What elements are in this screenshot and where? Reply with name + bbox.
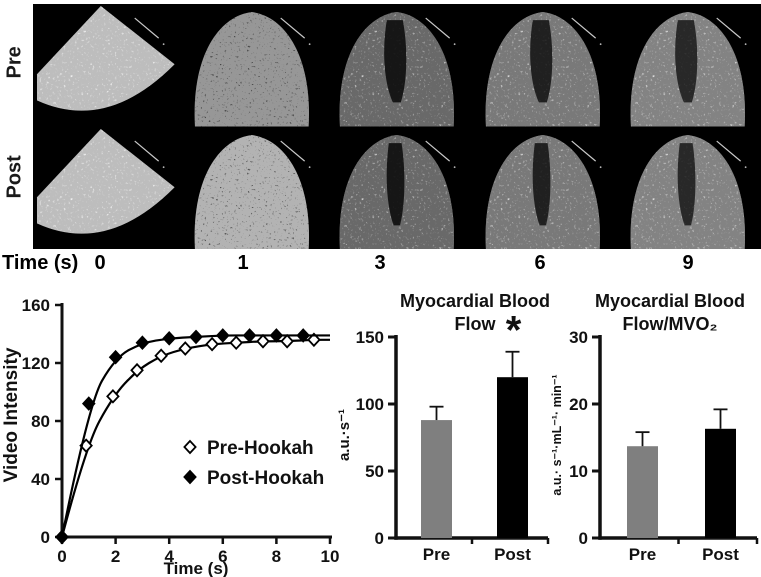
y-tick-80: 80	[31, 412, 50, 431]
ultrasound-frame-post-1s	[178, 126, 325, 249]
y-axis-title: a.u.· s⁻¹·mL⁻¹· min⁻¹	[550, 374, 564, 495]
x-tick-6: 6	[218, 547, 227, 566]
chart-title-line1: Myocardial Blood	[595, 291, 745, 311]
y-tick-10: 10	[569, 462, 588, 481]
x-category-post: Post	[494, 545, 531, 564]
legend-label-post-hookah: Post-Hookah	[207, 468, 324, 489]
y-tick-150: 150	[356, 328, 384, 347]
x-tick-10: 10	[321, 547, 340, 566]
y-tick-160: 160	[22, 296, 50, 315]
bar-post	[497, 377, 528, 538]
legend-label-pre-hookah: Pre-Hookah	[207, 438, 314, 459]
chart-title-line2: Flow	[455, 314, 497, 334]
time-label-6: 6	[534, 252, 546, 274]
myocardial-blood-flow-mvo2-bar-chart: Myocardial Blood Flow/MVO₂ 30 20 10 0 a.u.· s⁻…	[550, 291, 759, 564]
ultrasound-frame-post-6s	[469, 126, 616, 249]
bar-post	[705, 428, 736, 538]
time-label-3: 3	[374, 252, 386, 274]
ultrasound-frame-pre-3s	[324, 4, 470, 127]
chart-title-line1: Myocardial Blood	[400, 291, 550, 311]
ultrasound-frame-post-9s	[615, 126, 761, 249]
y-axis-title: a.u.·s⁻¹	[336, 409, 353, 461]
legend-item-pre-hookah: Pre-Hookah	[183, 438, 314, 459]
y-tick-100: 100	[356, 395, 384, 414]
ultrasound-frame-pre-6s	[469, 4, 616, 127]
x-tick-2: 2	[111, 547, 120, 566]
x-category-pre: Pre	[629, 545, 656, 564]
time-axis-label: Time (s)	[2, 252, 79, 274]
series-pre-hookah	[55, 332, 330, 545]
bar-pre	[627, 446, 658, 538]
bar-group-pre	[627, 431, 658, 538]
time-axis-row: Time (s) 0 1 3 6 9	[0, 249, 761, 281]
time-label-0: 0	[94, 252, 106, 274]
y-tick-30: 30	[569, 328, 588, 347]
x-tick-8: 8	[272, 547, 281, 566]
myocardial-blood-flow-bar-chart: Myocardial Blood Flow 150 100 50 0 a.u.·s⁻¹ Pre…	[336, 291, 550, 564]
y-axis-title: Video Intensity	[1, 347, 22, 482]
bar-group-pre	[421, 405, 452, 538]
y-tick-40: 40	[31, 470, 50, 489]
significance-asterisk: *	[506, 309, 522, 353]
time-label-1: 1	[237, 252, 249, 274]
ultrasound-montage	[33, 4, 761, 249]
y-tick-120: 120	[22, 354, 50, 373]
ultrasound-frame-pre-9s	[615, 4, 761, 127]
ultrasound-frame-post-0s	[33, 126, 179, 249]
legend-item-post-hookah: Post-Hookah	[183, 468, 324, 489]
video-intensity-line-chart: 0 40 80 120 160 0 2 4 6 8 10 Time (s) Video Intensit…	[1, 296, 340, 577]
x-tick-0: 0	[57, 547, 66, 566]
ultrasound-frame-post-3s	[324, 126, 470, 249]
y-tick-20: 20	[569, 395, 588, 414]
x-category-pre: Pre	[423, 545, 450, 564]
x-tick-4: 4	[164, 547, 174, 566]
bar-group-post	[497, 350, 528, 538]
series-post-hookah	[55, 328, 330, 545]
ultrasound-frame-pre-0s	[33, 4, 179, 127]
chart-title-line2: Flow/MVO₂	[623, 314, 718, 334]
y-tick-0: 0	[41, 528, 50, 547]
time-label-9: 9	[682, 252, 694, 274]
y-tick-0: 0	[375, 529, 384, 548]
y-tick-50: 50	[365, 462, 384, 481]
row-label-pre: Pre	[3, 46, 26, 79]
row-label-post: Post	[3, 155, 26, 199]
x-category-post: Post	[702, 545, 739, 564]
bar-group-post	[705, 408, 736, 538]
x-axis-title: Time (s)	[164, 559, 229, 577]
y-tick-0: 0	[579, 529, 588, 548]
bar-pre	[421, 420, 452, 538]
ultrasound-frame-pre-1s	[178, 4, 325, 127]
